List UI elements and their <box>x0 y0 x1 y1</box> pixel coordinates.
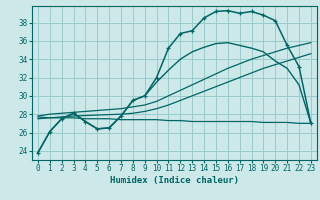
X-axis label: Humidex (Indice chaleur): Humidex (Indice chaleur) <box>110 176 239 185</box>
